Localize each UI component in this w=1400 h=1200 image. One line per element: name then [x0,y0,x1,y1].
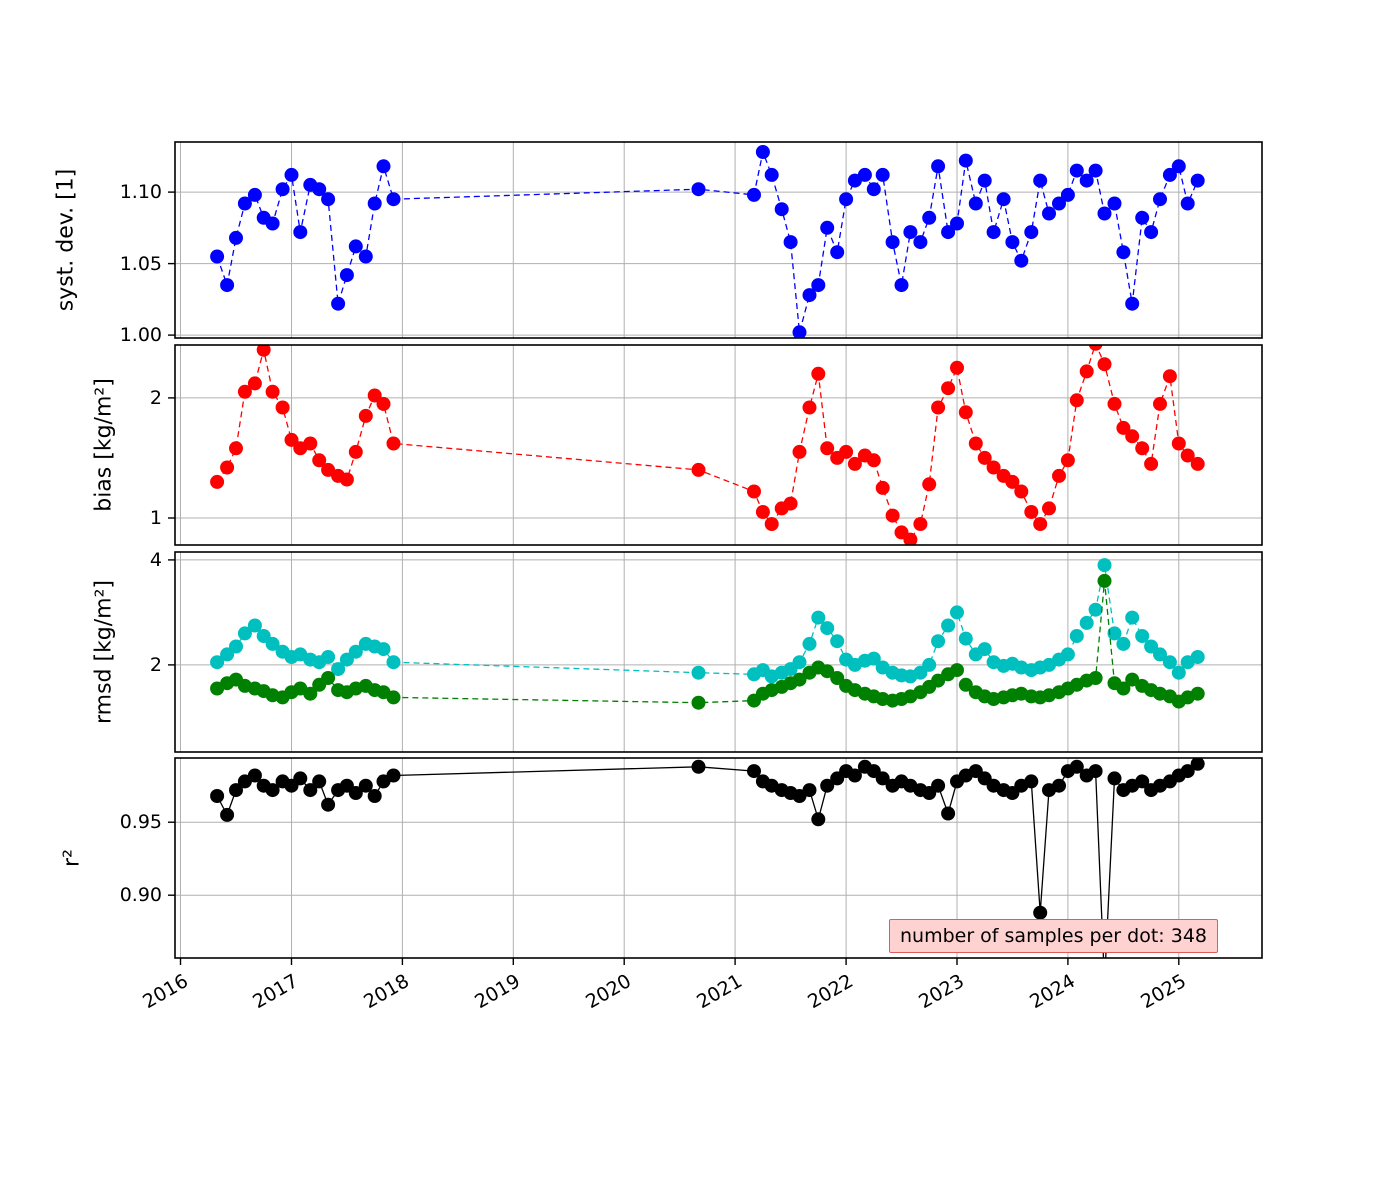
panel-border-1 [174,344,1263,546]
y-tick-label: 1 [149,506,162,529]
series-rmsd-total [210,558,1205,684]
y-tick-label: 1.05 [119,252,162,275]
y-tick-label: 1.10 [119,181,162,204]
y-tick-label: 0.90 [119,884,162,907]
panel-border-0 [174,141,1263,339]
y-axis-label-syst-dev: syst. dev. [1] [53,168,79,312]
y-tick-label: 0.95 [119,811,162,834]
y-tick-label: 2 [149,386,162,409]
y-tick-label: 2 [149,653,162,676]
y-axis-label-r2: r² [59,849,85,867]
panel-border-2 [174,551,1263,753]
series-bias [210,345,1205,545]
series-r2 [210,758,1205,958]
grid-panel-1 [175,345,1262,545]
y-tick-label: 1.00 [119,324,162,347]
series-syst-dev [210,145,1205,338]
panel-border-3 [174,757,1263,959]
y-tick-label: 4 [149,548,162,571]
samples-annotation: number of samples per dot: 348 [888,919,1218,953]
series-rmsd-anomaly [210,573,1205,710]
grid-panel-0 [175,142,1262,338]
grid-panel-2 [175,552,1262,752]
